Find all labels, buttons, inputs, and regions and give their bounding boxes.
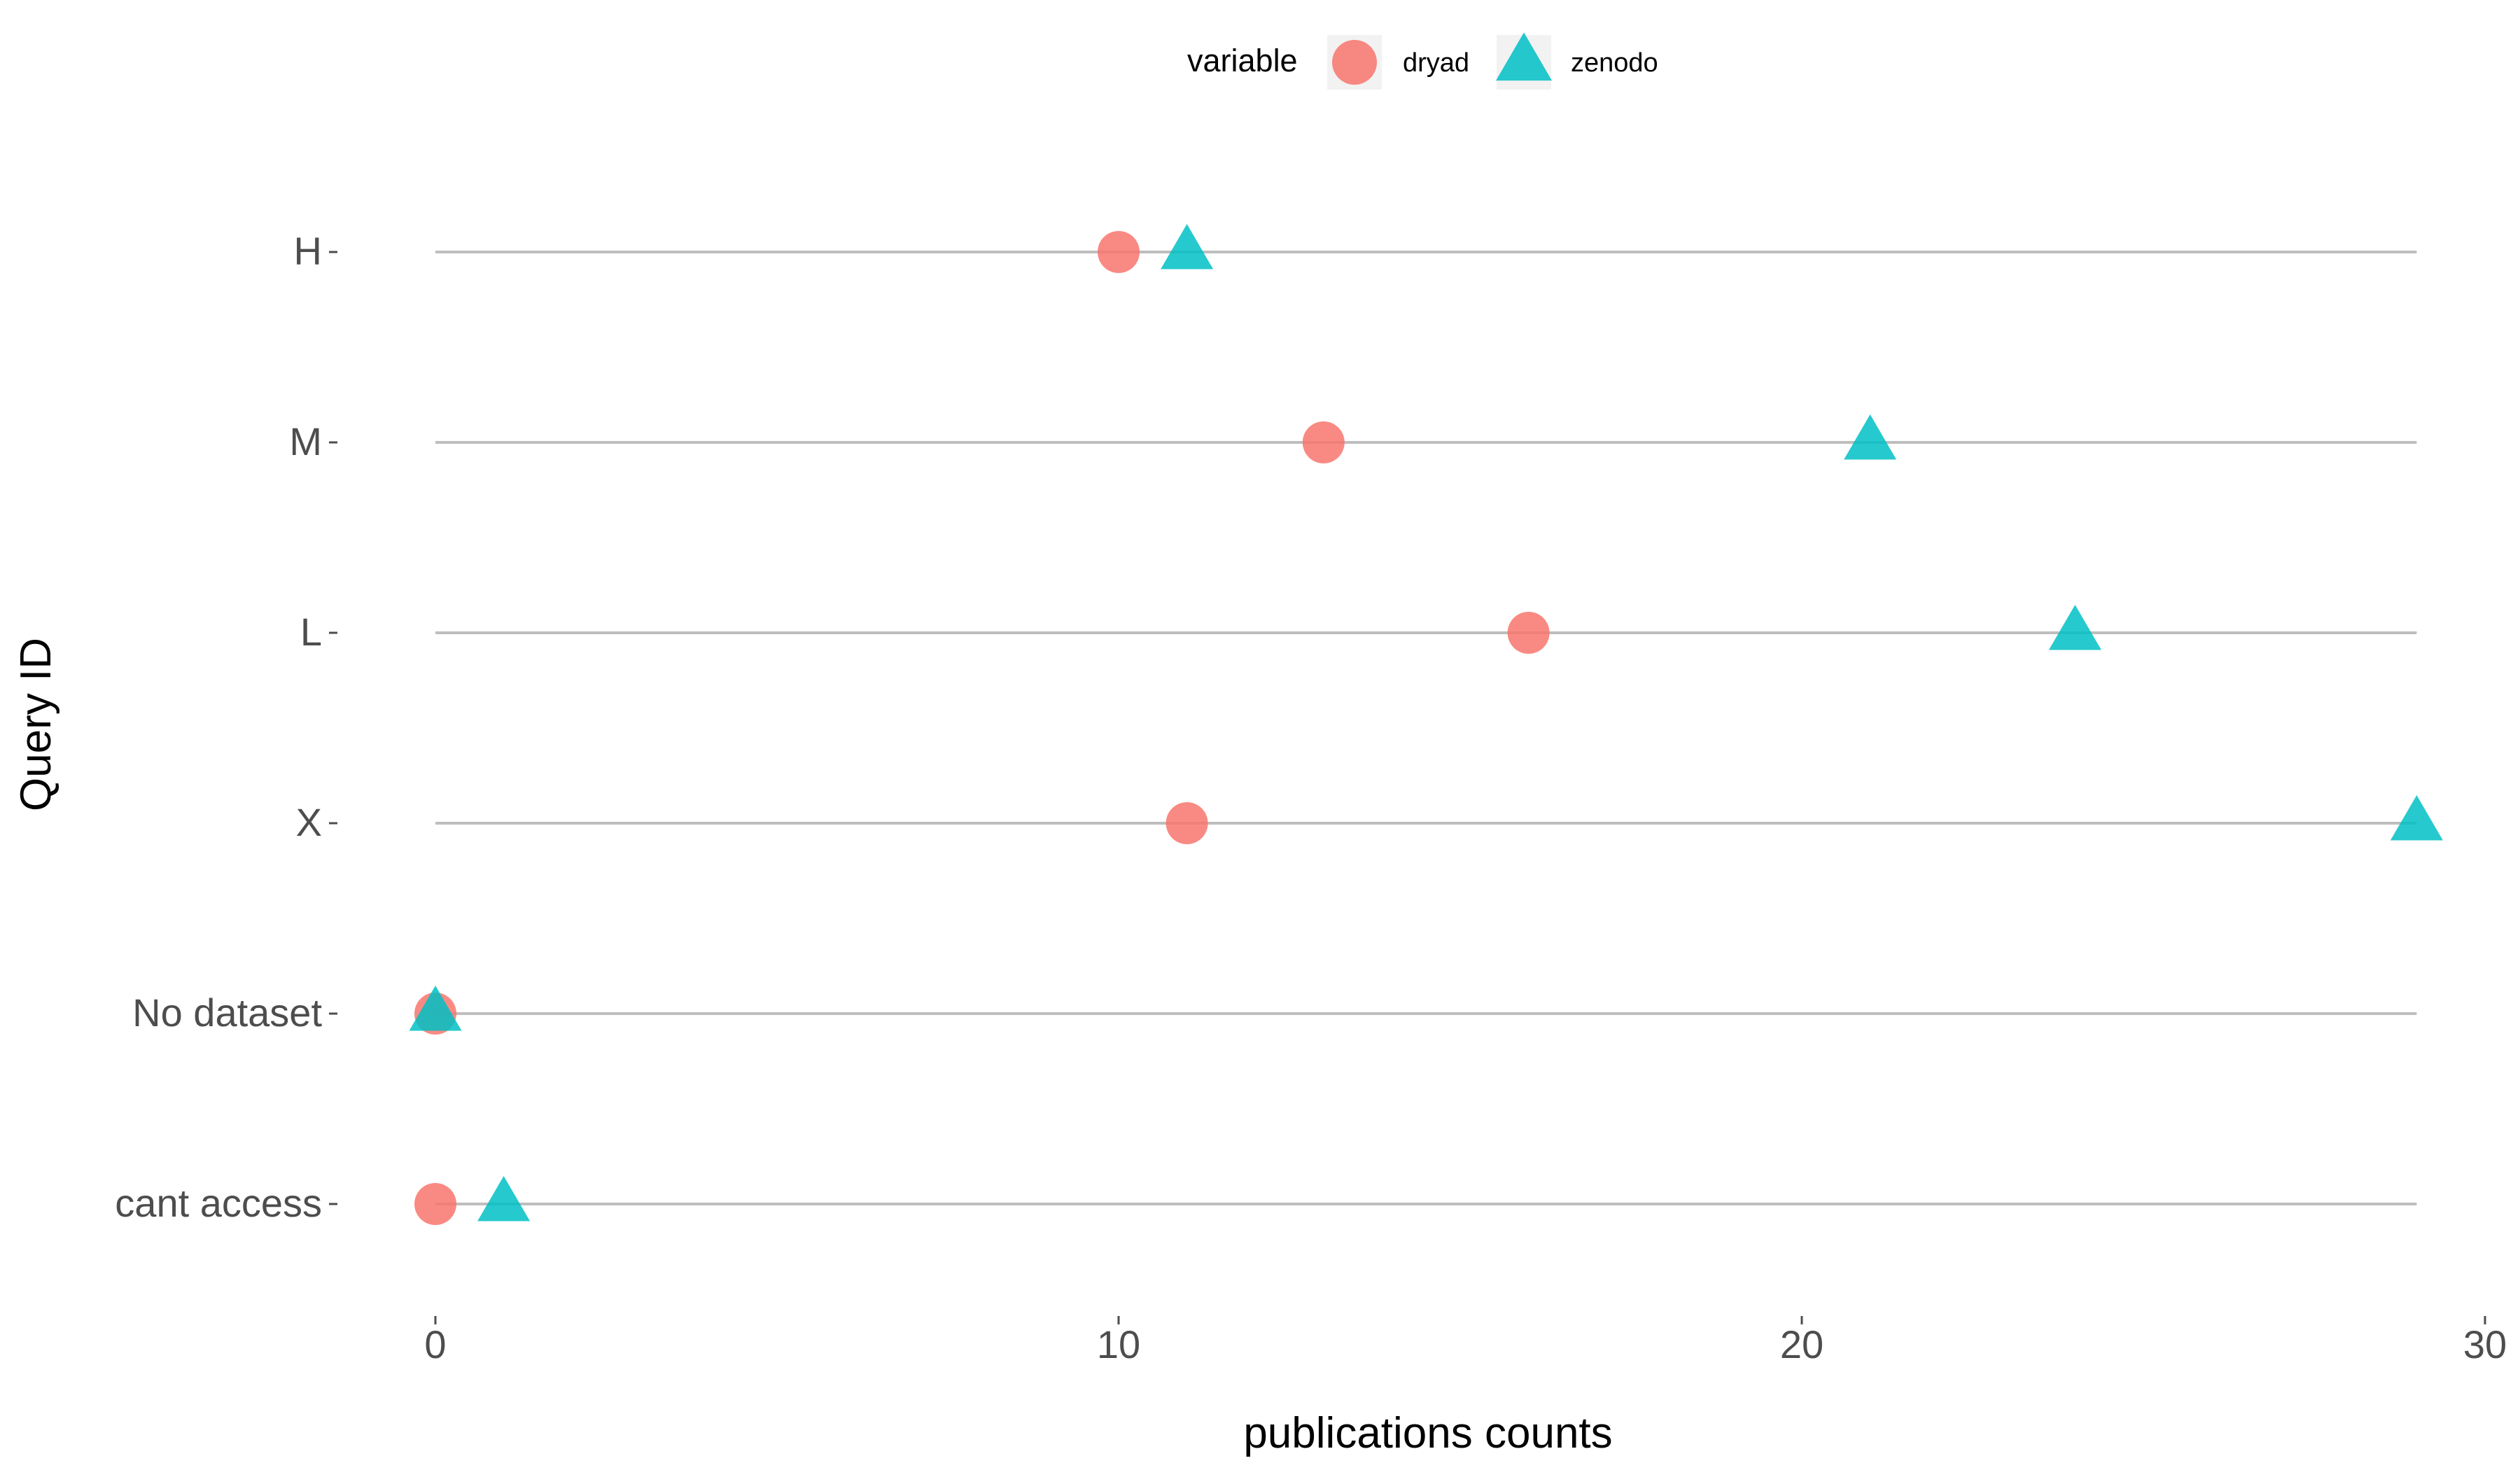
zenodo-point — [2048, 605, 2101, 650]
x-tick-label: 0 — [424, 1322, 446, 1366]
legend-dryad-marker — [1332, 40, 1377, 85]
legend: variable dryad zenodo — [1187, 32, 1658, 90]
y-tick-label: H — [294, 229, 322, 273]
zenodo-point — [1161, 224, 1214, 270]
zenodo-point — [477, 1176, 531, 1222]
y-tick-label: X — [296, 800, 322, 844]
data-points — [409, 224, 2443, 1225]
x-tick-label: 30 — [2463, 1322, 2507, 1366]
y-axis: H M L X No dataset cant access — [115, 229, 337, 1225]
dryad-point — [414, 1183, 456, 1225]
y-tick-label: cant access — [115, 1181, 322, 1225]
category-lines — [435, 251, 2417, 1205]
x-axis-title: publications counts — [1243, 1409, 1612, 1457]
dryad-point — [1507, 612, 1550, 654]
legend-zenodo-label: zenodo — [1571, 48, 1658, 78]
dryad-point — [1098, 231, 1140, 273]
x-tick-label: 10 — [1097, 1322, 1140, 1366]
zenodo-point — [1844, 414, 1897, 460]
legend-title: variable — [1187, 43, 1298, 78]
y-tick-label: No dataset — [132, 990, 322, 1035]
dryad-point — [1302, 421, 1345, 463]
legend-dryad-label: dryad — [1403, 48, 1469, 78]
y-axis-title: Query ID — [12, 638, 60, 811]
y-tick-label: M — [289, 419, 322, 463]
x-axis: 0 10 20 30 — [424, 1316, 2507, 1366]
y-tick-label: L — [300, 610, 322, 654]
dryad-point — [1166, 802, 1208, 844]
zenodo-point — [2390, 795, 2443, 841]
x-tick-label: 20 — [1780, 1322, 1823, 1366]
legend-zenodo-marker — [1496, 32, 1552, 81]
zenodo-point — [409, 986, 462, 1031]
